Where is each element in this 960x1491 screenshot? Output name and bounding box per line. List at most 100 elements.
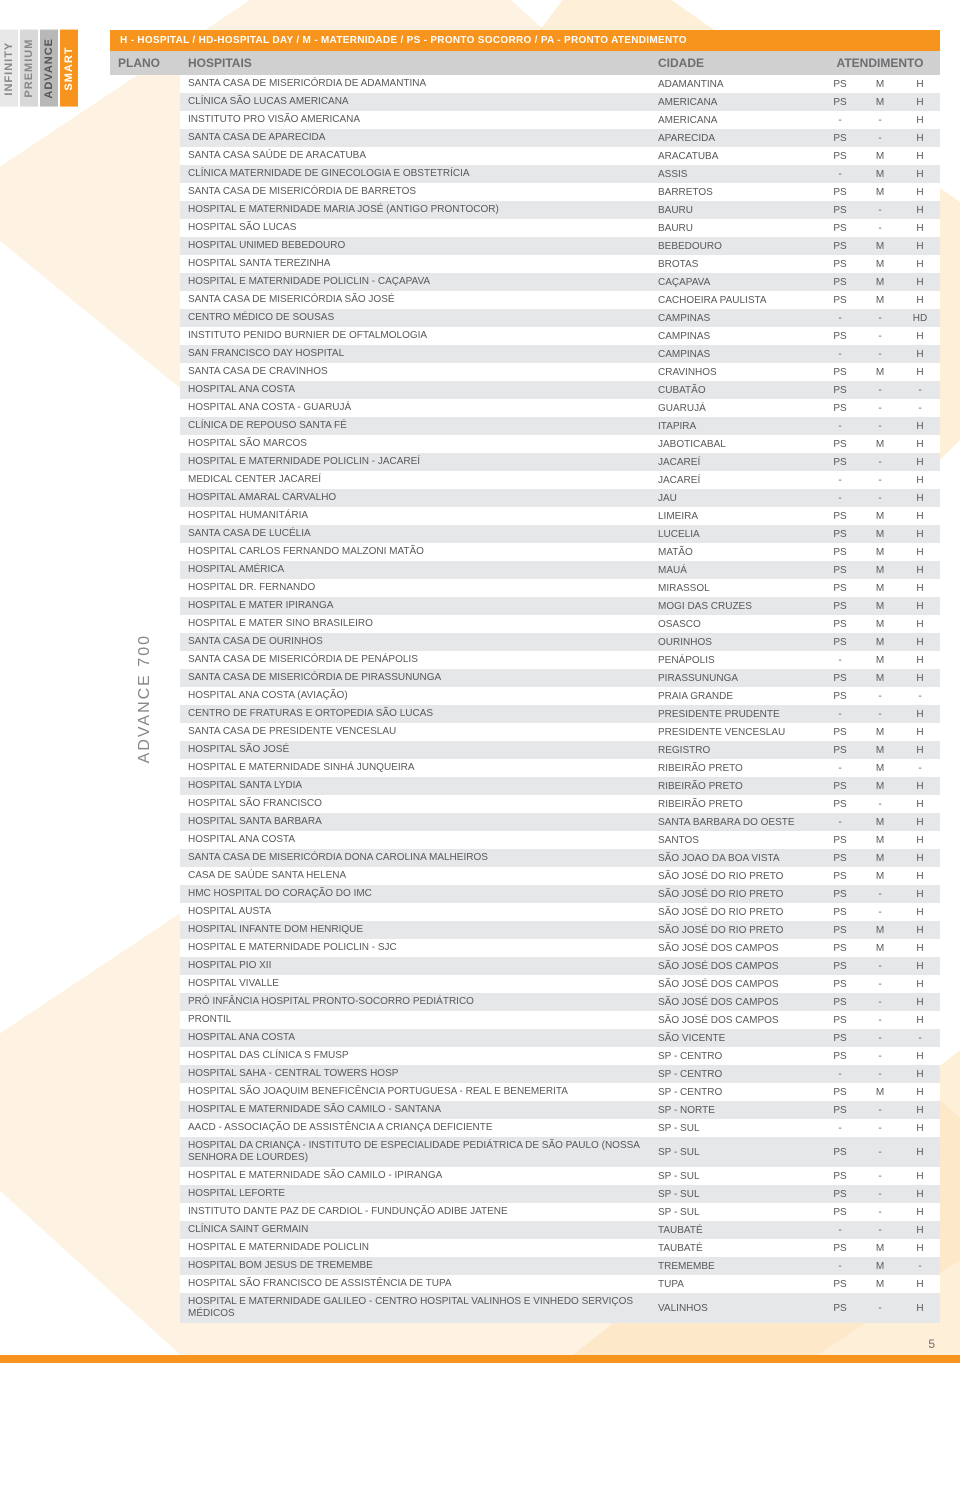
- tab-infinity[interactable]: INFINITY: [0, 30, 18, 107]
- cell-atend: PS: [820, 1276, 860, 1293]
- cell-atend: H: [900, 868, 940, 885]
- cell-cidade: SÃO JOSÉ DO RIO PRETO: [650, 886, 820, 903]
- cell-atend: H: [900, 922, 940, 939]
- table-row: HOSPITAL VIVALLESÃO JOSÉ DOS CAMPOSPS-H: [180, 975, 940, 993]
- table-row: CASA DE SAÚDE SANTA HELENASÃO JOSÉ DO RI…: [180, 867, 940, 885]
- cell-atend: H: [900, 904, 940, 921]
- cell-cidade: SÃO JOSÉ DOS CAMPOS: [650, 1012, 820, 1029]
- cell-atend: H: [900, 526, 940, 543]
- cell-atend: H: [900, 724, 940, 741]
- cell-hospital: HOSPITAL DA CRIANÇA - INSTITUTO DE ESPEC…: [180, 1137, 650, 1167]
- cell-hospital: HOSPITAL SÃO FRANCISCO DE ASSISTÊNCIA DE…: [180, 1275, 650, 1293]
- cell-atend: HD: [900, 310, 940, 327]
- cell-cidade: SP - NORTE: [650, 1102, 820, 1119]
- cell-hospital: INSTITUTO PRO VISÃO AMERICANA: [180, 111, 650, 129]
- cell-atend: M: [860, 526, 900, 543]
- cell-cidade: ASSIS: [650, 166, 820, 183]
- cell-atend: PS: [820, 526, 860, 543]
- cell-cidade: CAMPINAS: [650, 346, 820, 363]
- cell-atend: -: [860, 1120, 900, 1137]
- cell-atend: -: [820, 346, 860, 363]
- cell-cidade: BEBEDOURO: [650, 238, 820, 255]
- cell-hospital: HOSPITAL CARLOS FERNANDO MALZONI MATÃO: [180, 543, 650, 561]
- table-row: AACD - ASSOCIAÇÃO DE ASSISTÊNCIA A CRIAN…: [180, 1119, 940, 1137]
- table-row: SAN FRANCISCO DAY HOSPITALCAMPINAS--H: [180, 345, 940, 363]
- cell-atend: PS: [820, 886, 860, 903]
- cell-atend: PS: [820, 130, 860, 147]
- cell-atend: H: [900, 742, 940, 759]
- table-row: HOSPITAL HUMANITÁRIALIMEIRAPSMH: [180, 507, 940, 525]
- cell-cidade: SP - SUL: [650, 1186, 820, 1203]
- side-tabs: INFINITY PREMIUM ADVANCE SMART: [0, 30, 78, 107]
- cell-atend: M: [860, 670, 900, 687]
- cell-atend: M: [860, 850, 900, 867]
- table-row: HOSPITAL BOM JESUS DE TREMEMBETREMEMBE-M…: [180, 1257, 940, 1275]
- cell-atend: -: [820, 1258, 860, 1275]
- cell-atend: PS: [820, 580, 860, 597]
- cell-atend: PS: [820, 634, 860, 651]
- table-row: HOSPITAL ANA COSTA - GUARUJÁGUARUJÁPS--: [180, 399, 940, 417]
- tab-premium[interactable]: PREMIUM: [20, 30, 38, 107]
- cell-cidade: SP - SUL: [650, 1168, 820, 1185]
- cell-atend: H: [900, 112, 940, 129]
- cell-cidade: CACHOEIRA PAULISTA: [650, 292, 820, 309]
- cell-hospital: HOSPITAL SANTA LYDIA: [180, 777, 650, 795]
- cell-cidade: JACAREÍ: [650, 454, 820, 471]
- cell-atend: M: [860, 742, 900, 759]
- cell-atend: -: [860, 1012, 900, 1029]
- cell-cidade: SÃO JOSÉ DO RIO PRETO: [650, 922, 820, 939]
- table-row: MEDICAL CENTER JACAREÍJACAREÍ--H: [180, 471, 940, 489]
- table-header: PLANO HOSPITAIS CIDADE ATENDIMENTO: [110, 51, 940, 75]
- cell-cidade: JACAREÍ: [650, 472, 820, 489]
- table-row: HOSPITAL SÃO JOAQUIM BENEFICÊNCIA PORTUG…: [180, 1083, 940, 1101]
- cell-atend: -: [820, 652, 860, 669]
- cell-atend: -: [860, 328, 900, 345]
- cell-atend: -: [860, 976, 900, 993]
- tab-advance[interactable]: ADVANCE: [40, 30, 58, 107]
- cell-atend: -: [860, 382, 900, 399]
- cell-hospital: HOSPITAL E MATERNIDADE SÃO CAMILO - SANT…: [180, 1101, 650, 1119]
- cell-atend: PS: [820, 220, 860, 237]
- table-row: PRÓ INFÂNCIA HOSPITAL PRONTO-SOCORRO PED…: [180, 993, 940, 1011]
- cell-hospital: SANTA CASA DE PRESIDENTE VENCESLAU: [180, 723, 650, 741]
- table-row: HOSPITAL SÃO FRANCISCORIBEIRÃO PRETOPS-H: [180, 795, 940, 813]
- tab-smart[interactable]: SMART: [60, 30, 78, 107]
- table-row: HOSPITAL E MATERNIDADE POLICLIN - CAÇAPA…: [180, 273, 940, 291]
- cell-atend: PS: [820, 796, 860, 813]
- cell-hospital: SANTA CASA DE MISERICÓRDIA DONA CAROLINA…: [180, 849, 650, 867]
- table-row: SANTA CASA DE PRESIDENTE VENCESLAUPRESID…: [180, 723, 940, 741]
- table-row: SANTA CASA SAÚDE DE ARACATUBAARACATUBAPS…: [180, 147, 940, 165]
- cell-hospital: CENTRO DE FRATURAS E ORTOPEDIA SÃO LUCAS: [180, 705, 650, 723]
- cell-cidade: PRESIDENTE VENCESLAU: [650, 724, 820, 741]
- cell-atend: H: [900, 76, 940, 93]
- cell-atend: H: [900, 706, 940, 723]
- cell-cidade: SANTOS: [650, 832, 820, 849]
- plano-label: ADVANCE 700: [136, 634, 154, 763]
- table-row: HOSPITAL UNIMED BEBEDOUROBEBEDOUROPSMH: [180, 237, 940, 255]
- cell-cidade: SÃO JOSÉ DOS CAMPOS: [650, 976, 820, 993]
- table-row: CLÍNICA DE REPOUSO SANTA FÉITAPIRA--H: [180, 417, 940, 435]
- cell-atend: -: [860, 1048, 900, 1065]
- table-row: HOSPITAL E MATER SINO BRASILEIROOSASCOPS…: [180, 615, 940, 633]
- cell-atend: PS: [820, 454, 860, 471]
- cell-cidade: ARACATUBA: [650, 148, 820, 165]
- table-row: HOSPITAL ANA COSTA (AVIAÇÃO)PRAIA GRANDE…: [180, 687, 940, 705]
- cell-cidade: MAUÁ: [650, 562, 820, 579]
- table-row: SANTA CASA DE OURINHOSOURINHOSPSMH: [180, 633, 940, 651]
- table-row: HOSPITAL CARLOS FERNANDO MALZONI MATÃOMA…: [180, 543, 940, 561]
- cell-atend: PS: [820, 688, 860, 705]
- cell-atend: -: [820, 706, 860, 723]
- table-row: HOSPITAL SÃO MARCOSJABOTICABALPSMH: [180, 435, 940, 453]
- cell-atend: -: [820, 418, 860, 435]
- cell-atend: H: [900, 436, 940, 453]
- cell-cidade: JABOTICABAL: [650, 436, 820, 453]
- cell-cidade: CAMPINAS: [650, 310, 820, 327]
- cell-atend: M: [860, 364, 900, 381]
- cell-atend: -: [860, 346, 900, 363]
- cell-hospital: HOSPITAL E MATER SINO BRASILEIRO: [180, 615, 650, 633]
- cell-atend: PS: [820, 1048, 860, 1065]
- cell-atend: M: [860, 940, 900, 957]
- cell-hospital: HOSPITAL ANA COSTA - GUARUJÁ: [180, 399, 650, 417]
- cell-cidade: SP - SUL: [650, 1144, 820, 1161]
- cell-cidade: SÃO JOSÉ DOS CAMPOS: [650, 994, 820, 1011]
